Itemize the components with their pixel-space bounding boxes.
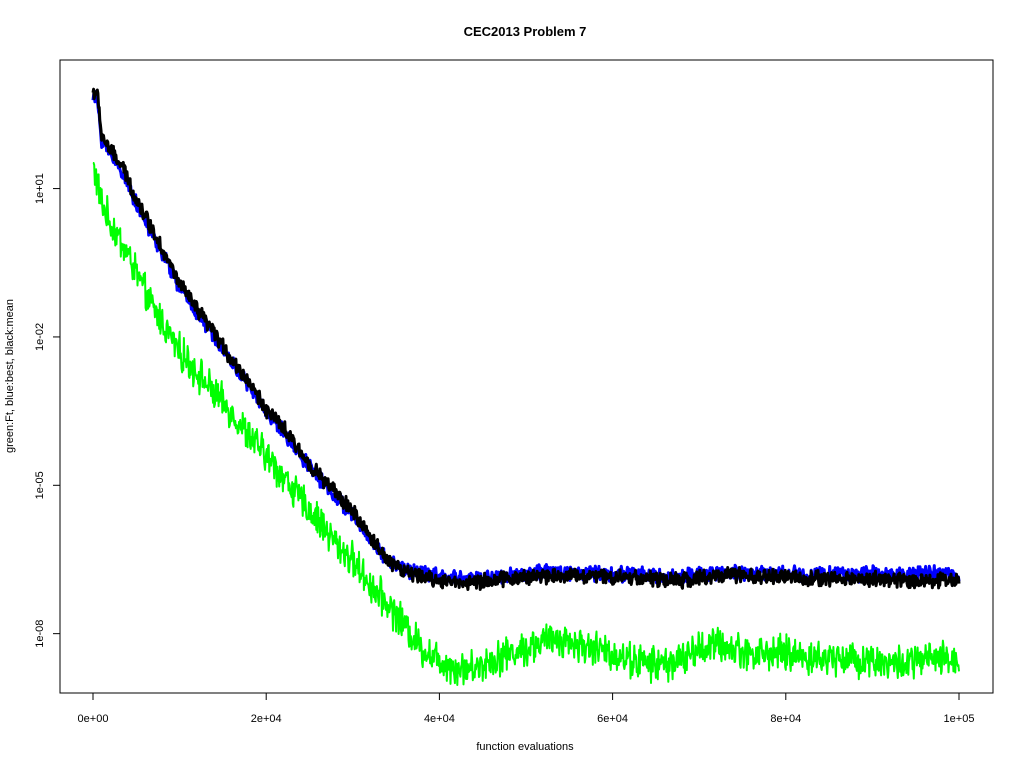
x-tick-label: 6e+04 (597, 713, 628, 725)
y-tick-label: 1e+01 (34, 173, 46, 204)
x-tick-label: 1e+05 (944, 713, 975, 725)
x-axis-label: function evaluations (476, 741, 574, 753)
y-tick-label: 1e-08 (34, 620, 46, 648)
y-tick-label: 1e-05 (34, 471, 46, 499)
x-axis: 0e+00 2e+04 4e+04 6e+04 8e+04 1e+05 (78, 692, 975, 725)
series-line-0 (92, 162, 960, 686)
series-line-2 (91, 87, 961, 591)
x-tick-label: 0e+00 (78, 713, 109, 725)
y-axis: 1e+01 1e-02 1e-05 1e-08 (34, 173, 61, 648)
x-tick-label: 8e+04 (770, 713, 801, 725)
y-axis-label: green:Ft, blue:best, black:mean (4, 299, 16, 453)
y-tick-label: 1e-02 (34, 323, 46, 351)
x-tick-label: 2e+04 (251, 713, 282, 725)
x-tick-label: 4e+04 (424, 713, 455, 725)
chart-title: CEC2013 Problem 7 (464, 24, 587, 39)
series-layer (91, 87, 961, 686)
